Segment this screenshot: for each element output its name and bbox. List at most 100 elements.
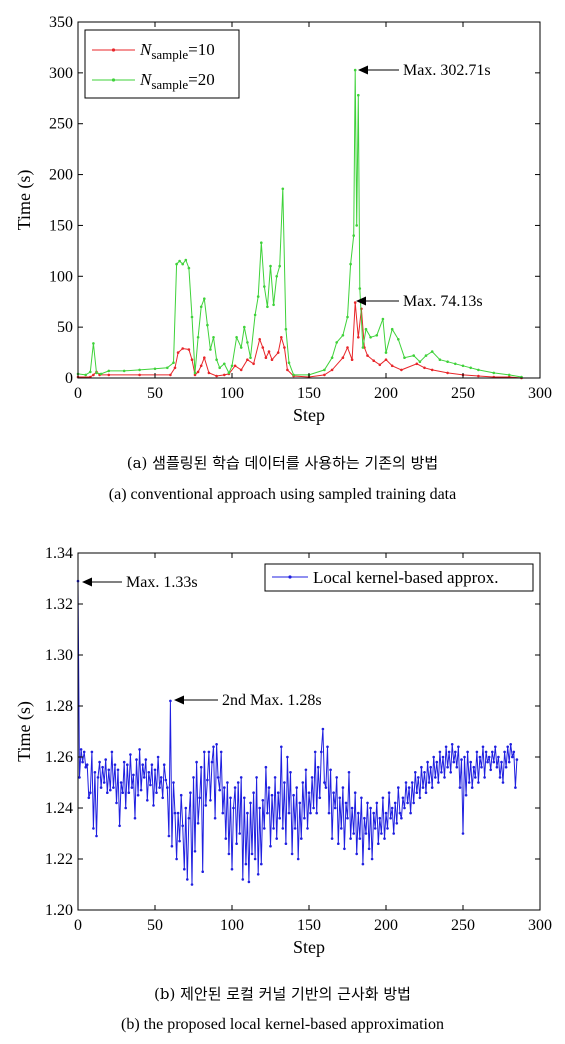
data-point — [500, 760, 503, 764]
data-point — [193, 373, 197, 377]
data-point — [423, 366, 426, 370]
data-point — [92, 373, 95, 377]
data-point — [432, 755, 436, 759]
data-point — [424, 791, 428, 794]
data-point — [430, 350, 434, 353]
data-point — [175, 857, 178, 861]
data-point — [81, 760, 84, 764]
data-point — [421, 786, 425, 789]
data-point — [256, 295, 260, 298]
x-tick-label: 150 — [297, 917, 321, 934]
x-tick-label: 100 — [220, 385, 244, 402]
data-point — [192, 776, 195, 779]
data-point — [429, 765, 433, 769]
data-point — [509, 743, 512, 746]
data-point — [153, 768, 157, 772]
data-point — [261, 346, 265, 349]
data-point — [206, 323, 209, 327]
data-point — [261, 799, 265, 802]
data-point — [187, 348, 191, 351]
data-point — [344, 801, 348, 805]
data-point — [264, 356, 268, 360]
data-point — [358, 837, 362, 840]
data-point — [138, 368, 141, 372]
data-point — [252, 362, 255, 366]
data-point — [492, 760, 496, 764]
data-point — [99, 372, 103, 376]
annotation-label: 2nd Max. 1.28s — [222, 692, 322, 709]
data-point — [126, 763, 129, 766]
data-point — [393, 801, 397, 805]
x-tick-label: 250 — [451, 917, 475, 934]
data-point — [243, 796, 246, 800]
data-point — [153, 367, 157, 371]
data-point — [449, 771, 453, 774]
data-point — [398, 811, 402, 815]
data-point — [420, 765, 423, 769]
data-point — [438, 358, 442, 362]
data-point — [173, 366, 177, 370]
data-point — [361, 862, 365, 866]
data-point — [249, 801, 252, 805]
data-point — [430, 786, 434, 789]
data-point — [454, 362, 457, 366]
data-point — [377, 842, 380, 845]
data-point — [161, 796, 164, 800]
data-point — [507, 760, 511, 764]
data-point — [512, 750, 516, 754]
data-point — [173, 811, 177, 815]
data-point — [383, 837, 386, 840]
data-point — [190, 358, 194, 362]
data-point — [84, 765, 87, 769]
data-point — [466, 750, 469, 754]
data-point — [327, 811, 331, 815]
data-point — [109, 788, 112, 792]
data-point — [269, 264, 272, 268]
data-point — [329, 768, 332, 772]
data-point — [267, 350, 271, 353]
x-tick-label: 300 — [528, 917, 552, 934]
data-point — [472, 765, 476, 769]
legend: Local kernel-based approx. — [264, 563, 534, 592]
chart-a-conventional: 0 50 100 150 200 250 300 0 50 100 150 200 250 300 350 S… — [14, 14, 552, 425]
data-point — [269, 844, 272, 848]
data-point — [470, 786, 474, 789]
data-point — [504, 765, 508, 769]
legend-entry: Nsample=20 — [139, 70, 215, 92]
data-point — [489, 768, 493, 772]
data-point — [440, 771, 443, 774]
data-point — [272, 303, 275, 307]
data-point — [507, 373, 511, 377]
data-point — [275, 275, 279, 278]
data-point — [121, 791, 124, 794]
data-point — [441, 755, 445, 759]
data-point — [224, 837, 228, 840]
data-point — [384, 811, 388, 815]
data-point — [290, 852, 294, 856]
data-point — [260, 862, 263, 866]
data-point — [92, 827, 95, 830]
data-point — [287, 811, 291, 815]
legend-box — [264, 563, 534, 592]
data-point — [369, 336, 372, 339]
data-point — [412, 801, 416, 805]
data-point — [350, 806, 354, 810]
data-point — [298, 801, 302, 805]
data-point — [166, 366, 169, 370]
data-point — [355, 852, 359, 856]
data-point — [102, 781, 106, 784]
data-point — [515, 758, 519, 761]
data-point — [207, 371, 211, 375]
data-point — [169, 699, 172, 703]
data-point — [244, 862, 248, 866]
data-point — [353, 791, 357, 794]
data-point — [212, 336, 215, 339]
data-point — [443, 776, 446, 779]
data-point — [253, 313, 257, 317]
data-point — [346, 816, 349, 820]
data-point — [263, 285, 266, 288]
data-point — [378, 816, 382, 820]
data-point — [469, 366, 473, 370]
data-point — [474, 776, 477, 779]
x-tick-label: 200 — [374, 385, 398, 402]
